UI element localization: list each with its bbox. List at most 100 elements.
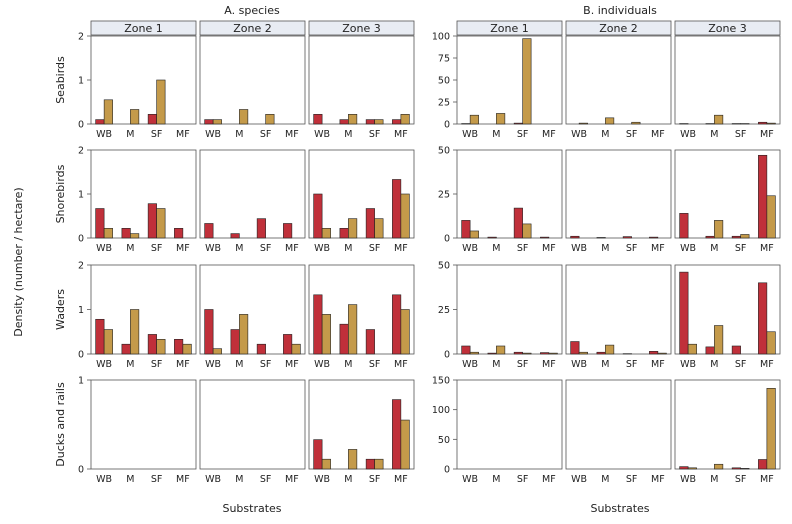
cell: WB M SF MF bbox=[456, 264, 563, 370]
bar bbox=[348, 449, 358, 470]
bar bbox=[649, 236, 659, 239]
y-tick-label: 150 bbox=[432, 376, 450, 387]
bar bbox=[705, 346, 715, 355]
cell: WB M SF MF bbox=[90, 264, 197, 370]
bar bbox=[766, 388, 776, 470]
bar bbox=[578, 122, 588, 125]
bar bbox=[496, 345, 506, 355]
bar bbox=[392, 119, 402, 125]
x-tick-label: MF bbox=[394, 359, 408, 370]
cell: WB M SF MF bbox=[199, 379, 306, 485]
bar bbox=[513, 207, 523, 239]
x-tick-label: M bbox=[344, 243, 352, 254]
zone-strip bbox=[674, 20, 781, 36]
bar bbox=[365, 458, 375, 470]
bar bbox=[339, 323, 349, 355]
x-tick-label: WB bbox=[462, 129, 478, 140]
y-tick-label: 2 bbox=[78, 32, 84, 43]
x-tick-label: SF bbox=[369, 359, 381, 370]
y-tick-label: 25 bbox=[438, 98, 450, 109]
cell: WB M SF MF bbox=[90, 35, 197, 140]
cell-frame bbox=[199, 149, 306, 239]
x-tick-label: M bbox=[126, 359, 134, 370]
cell: WB M SF MF bbox=[199, 35, 306, 140]
bar bbox=[570, 235, 580, 239]
bar bbox=[679, 213, 689, 239]
bar bbox=[714, 463, 724, 470]
x-tick-label: SF bbox=[626, 474, 638, 485]
x-tick-label: WB bbox=[680, 474, 696, 485]
x-tick-label: WB bbox=[96, 359, 112, 370]
x-tick-label: M bbox=[601, 359, 609, 370]
bar bbox=[469, 114, 479, 125]
bar bbox=[265, 114, 275, 125]
bar bbox=[766, 195, 776, 239]
bar bbox=[374, 458, 384, 470]
bar bbox=[230, 233, 240, 239]
bar bbox=[321, 314, 331, 355]
bar bbox=[339, 119, 349, 125]
x-tick-label: WB bbox=[462, 243, 478, 254]
bar bbox=[578, 351, 588, 355]
x-tick-label: WB bbox=[205, 474, 221, 485]
bar bbox=[121, 228, 131, 239]
x-tick-label: SF bbox=[735, 243, 747, 254]
zone-strip bbox=[308, 20, 415, 36]
cell-frame bbox=[456, 35, 563, 125]
x-tick-label: M bbox=[601, 129, 609, 140]
bar bbox=[95, 119, 105, 125]
bar bbox=[605, 344, 615, 355]
x-tick-label: M bbox=[235, 129, 243, 140]
x-tick-label: M bbox=[492, 359, 500, 370]
x-tick-label: MF bbox=[394, 243, 408, 254]
bar bbox=[540, 236, 550, 239]
x-tick-label: MF bbox=[760, 243, 774, 254]
x-tick-label: MF bbox=[285, 474, 299, 485]
zone-label: Zone 2 bbox=[599, 22, 638, 35]
x-tick-label: M bbox=[492, 129, 500, 140]
panel-b: Zone 1 Zone 2 Zone 3 0 25 50 75 100 WB M SF MF WB M SF… bbox=[432, 20, 781, 485]
x-tick-label: M bbox=[492, 474, 500, 485]
x-tick-label: M bbox=[235, 243, 243, 254]
cell-frame bbox=[199, 35, 306, 125]
x-tick-label: MF bbox=[176, 359, 190, 370]
cell-frame bbox=[674, 379, 781, 470]
cell-frame bbox=[674, 35, 781, 125]
bar bbox=[348, 304, 358, 355]
x-tick-label: MF bbox=[176, 474, 190, 485]
x-tick-label: SF bbox=[151, 474, 163, 485]
y-tick-label: 1 bbox=[78, 376, 84, 387]
zone-strip bbox=[456, 20, 563, 36]
x-tick-label: M bbox=[126, 129, 134, 140]
cell: WB M SF MF bbox=[456, 149, 563, 254]
zone-label: Zone 2 bbox=[233, 22, 272, 35]
bar bbox=[622, 236, 632, 239]
cell: WB M SF MF bbox=[674, 35, 781, 140]
x-tick-label: MF bbox=[176, 129, 190, 140]
row-label: Waders bbox=[54, 289, 67, 330]
cell: WB M SF MF bbox=[308, 379, 415, 485]
cell: WB M SF MF bbox=[308, 35, 415, 140]
x-tick-label: WB bbox=[571, 129, 587, 140]
x-tick-label: MF bbox=[285, 129, 299, 140]
cell: WB M SF MF bbox=[456, 379, 563, 485]
bar bbox=[313, 439, 323, 470]
x-tick-label: MF bbox=[394, 129, 408, 140]
bar bbox=[313, 294, 323, 355]
y-tick-label: 0 bbox=[444, 120, 450, 131]
cell: WB M SF MF bbox=[199, 264, 306, 370]
bar bbox=[212, 348, 222, 355]
bar bbox=[321, 458, 331, 470]
cell: WB M SF MF bbox=[565, 379, 672, 485]
bar bbox=[714, 220, 724, 239]
x-tick-label: MF bbox=[760, 129, 774, 140]
xlabel-panel-a: Substrates bbox=[222, 502, 281, 515]
bar bbox=[130, 109, 140, 125]
cell-frame bbox=[456, 379, 563, 470]
title-panel-a: A. species bbox=[224, 4, 280, 17]
bar bbox=[400, 309, 410, 355]
bar bbox=[147, 334, 157, 355]
x-tick-label: WB bbox=[96, 243, 112, 254]
figure-ylabel: Density (number / hectare) bbox=[12, 187, 25, 336]
